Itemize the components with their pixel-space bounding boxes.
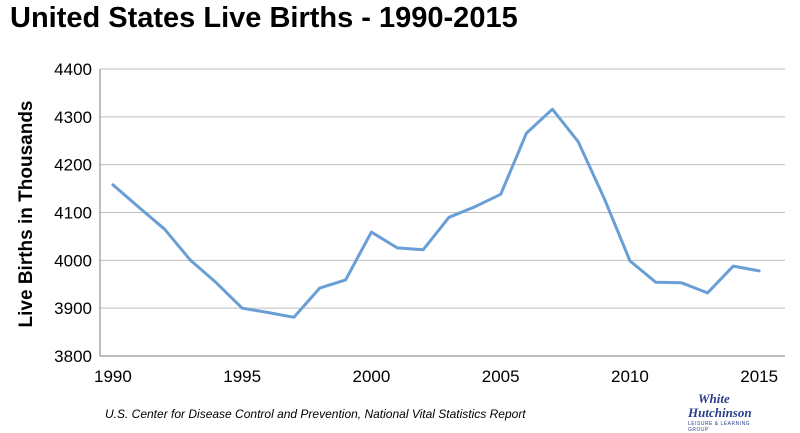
series-line-0: [113, 109, 759, 317]
logo-line-2: Hutchinson: [688, 406, 770, 420]
x-tick-label: 2015: [740, 367, 778, 386]
white-hutchinson-logo: White Hutchinson LEISURE & LEARNING GROU…: [688, 392, 770, 428]
y-tick-label: 4100: [54, 204, 92, 223]
y-tick-label: 4000: [54, 251, 92, 270]
x-tick-label: 2005: [482, 367, 520, 386]
x-tick-label: 1995: [223, 367, 261, 386]
logo-line-1: White: [688, 392, 770, 406]
x-tick-labels: 1990 1995 2000 2005 2010 2015: [94, 367, 778, 386]
y-tick-label: 3900: [54, 299, 92, 318]
series-group: [113, 109, 759, 317]
x-tick-label: 2000: [353, 367, 391, 386]
y-tick-label: 4200: [54, 156, 92, 175]
y-axis-label: Live Births in Thousands: [16, 101, 37, 328]
grid-lines: [100, 69, 785, 356]
logo-line-3: LEISURE & LEARNING GROUP: [688, 421, 770, 433]
y-tick-label: 4400: [54, 60, 92, 79]
source-note: U.S. Center for Disease Control and Prev…: [105, 407, 526, 421]
y-tick-label: 3800: [54, 347, 92, 366]
y-tick-labels: 3800 3900 4000 4100 4200 4300 4400: [54, 60, 92, 366]
x-tick-label: 1990: [94, 367, 132, 386]
y-tick-label: 4300: [54, 108, 92, 127]
x-tick-label: 2010: [611, 367, 649, 386]
